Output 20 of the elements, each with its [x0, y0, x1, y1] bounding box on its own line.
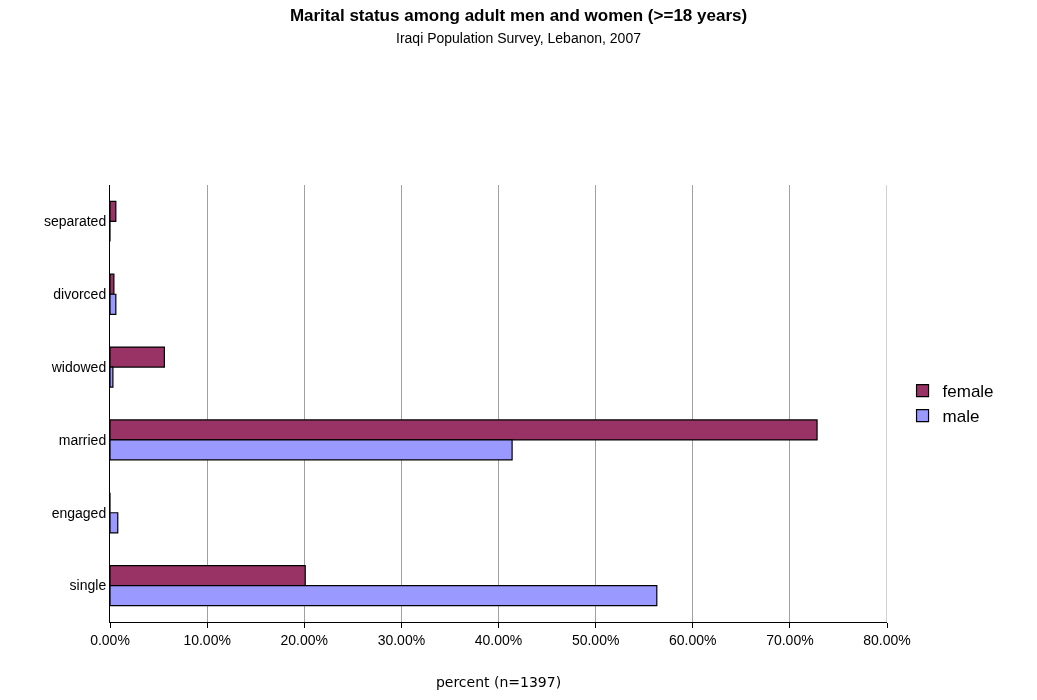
x-tick-label: 60.00% — [669, 631, 717, 648]
x-tick-label: 10.00% — [183, 631, 231, 648]
y-tick-label: engaged — [51, 504, 107, 521]
y-tick-label: divorced — [53, 286, 107, 303]
x-tick-label: 80.00% — [863, 631, 911, 648]
x-tick-label: 20.00% — [280, 631, 328, 648]
x-axis-title: percent (n=1397) — [435, 674, 562, 691]
chart-subtitle: Iraqi Population Survey, Lebanon, 2007 — [396, 30, 642, 47]
x-tick-label: 70.00% — [766, 631, 814, 648]
x-tick-label: 30.00% — [377, 631, 426, 648]
legend-label: male — [942, 407, 980, 427]
y-tick-label: single — [69, 577, 107, 594]
y-tick-label: married — [58, 431, 107, 448]
x-tick-label: 40.00% — [474, 631, 523, 648]
legend-label: female — [942, 382, 994, 402]
chart-title: Marital status among adult men and women (>=18 years) — [289, 6, 748, 25]
y-tick-label: separated — [43, 213, 107, 230]
y-tick-label: widowed — [50, 358, 107, 375]
x-tick-label: 50.00% — [571, 631, 620, 648]
x-tick-label: 0.00% — [90, 631, 130, 648]
